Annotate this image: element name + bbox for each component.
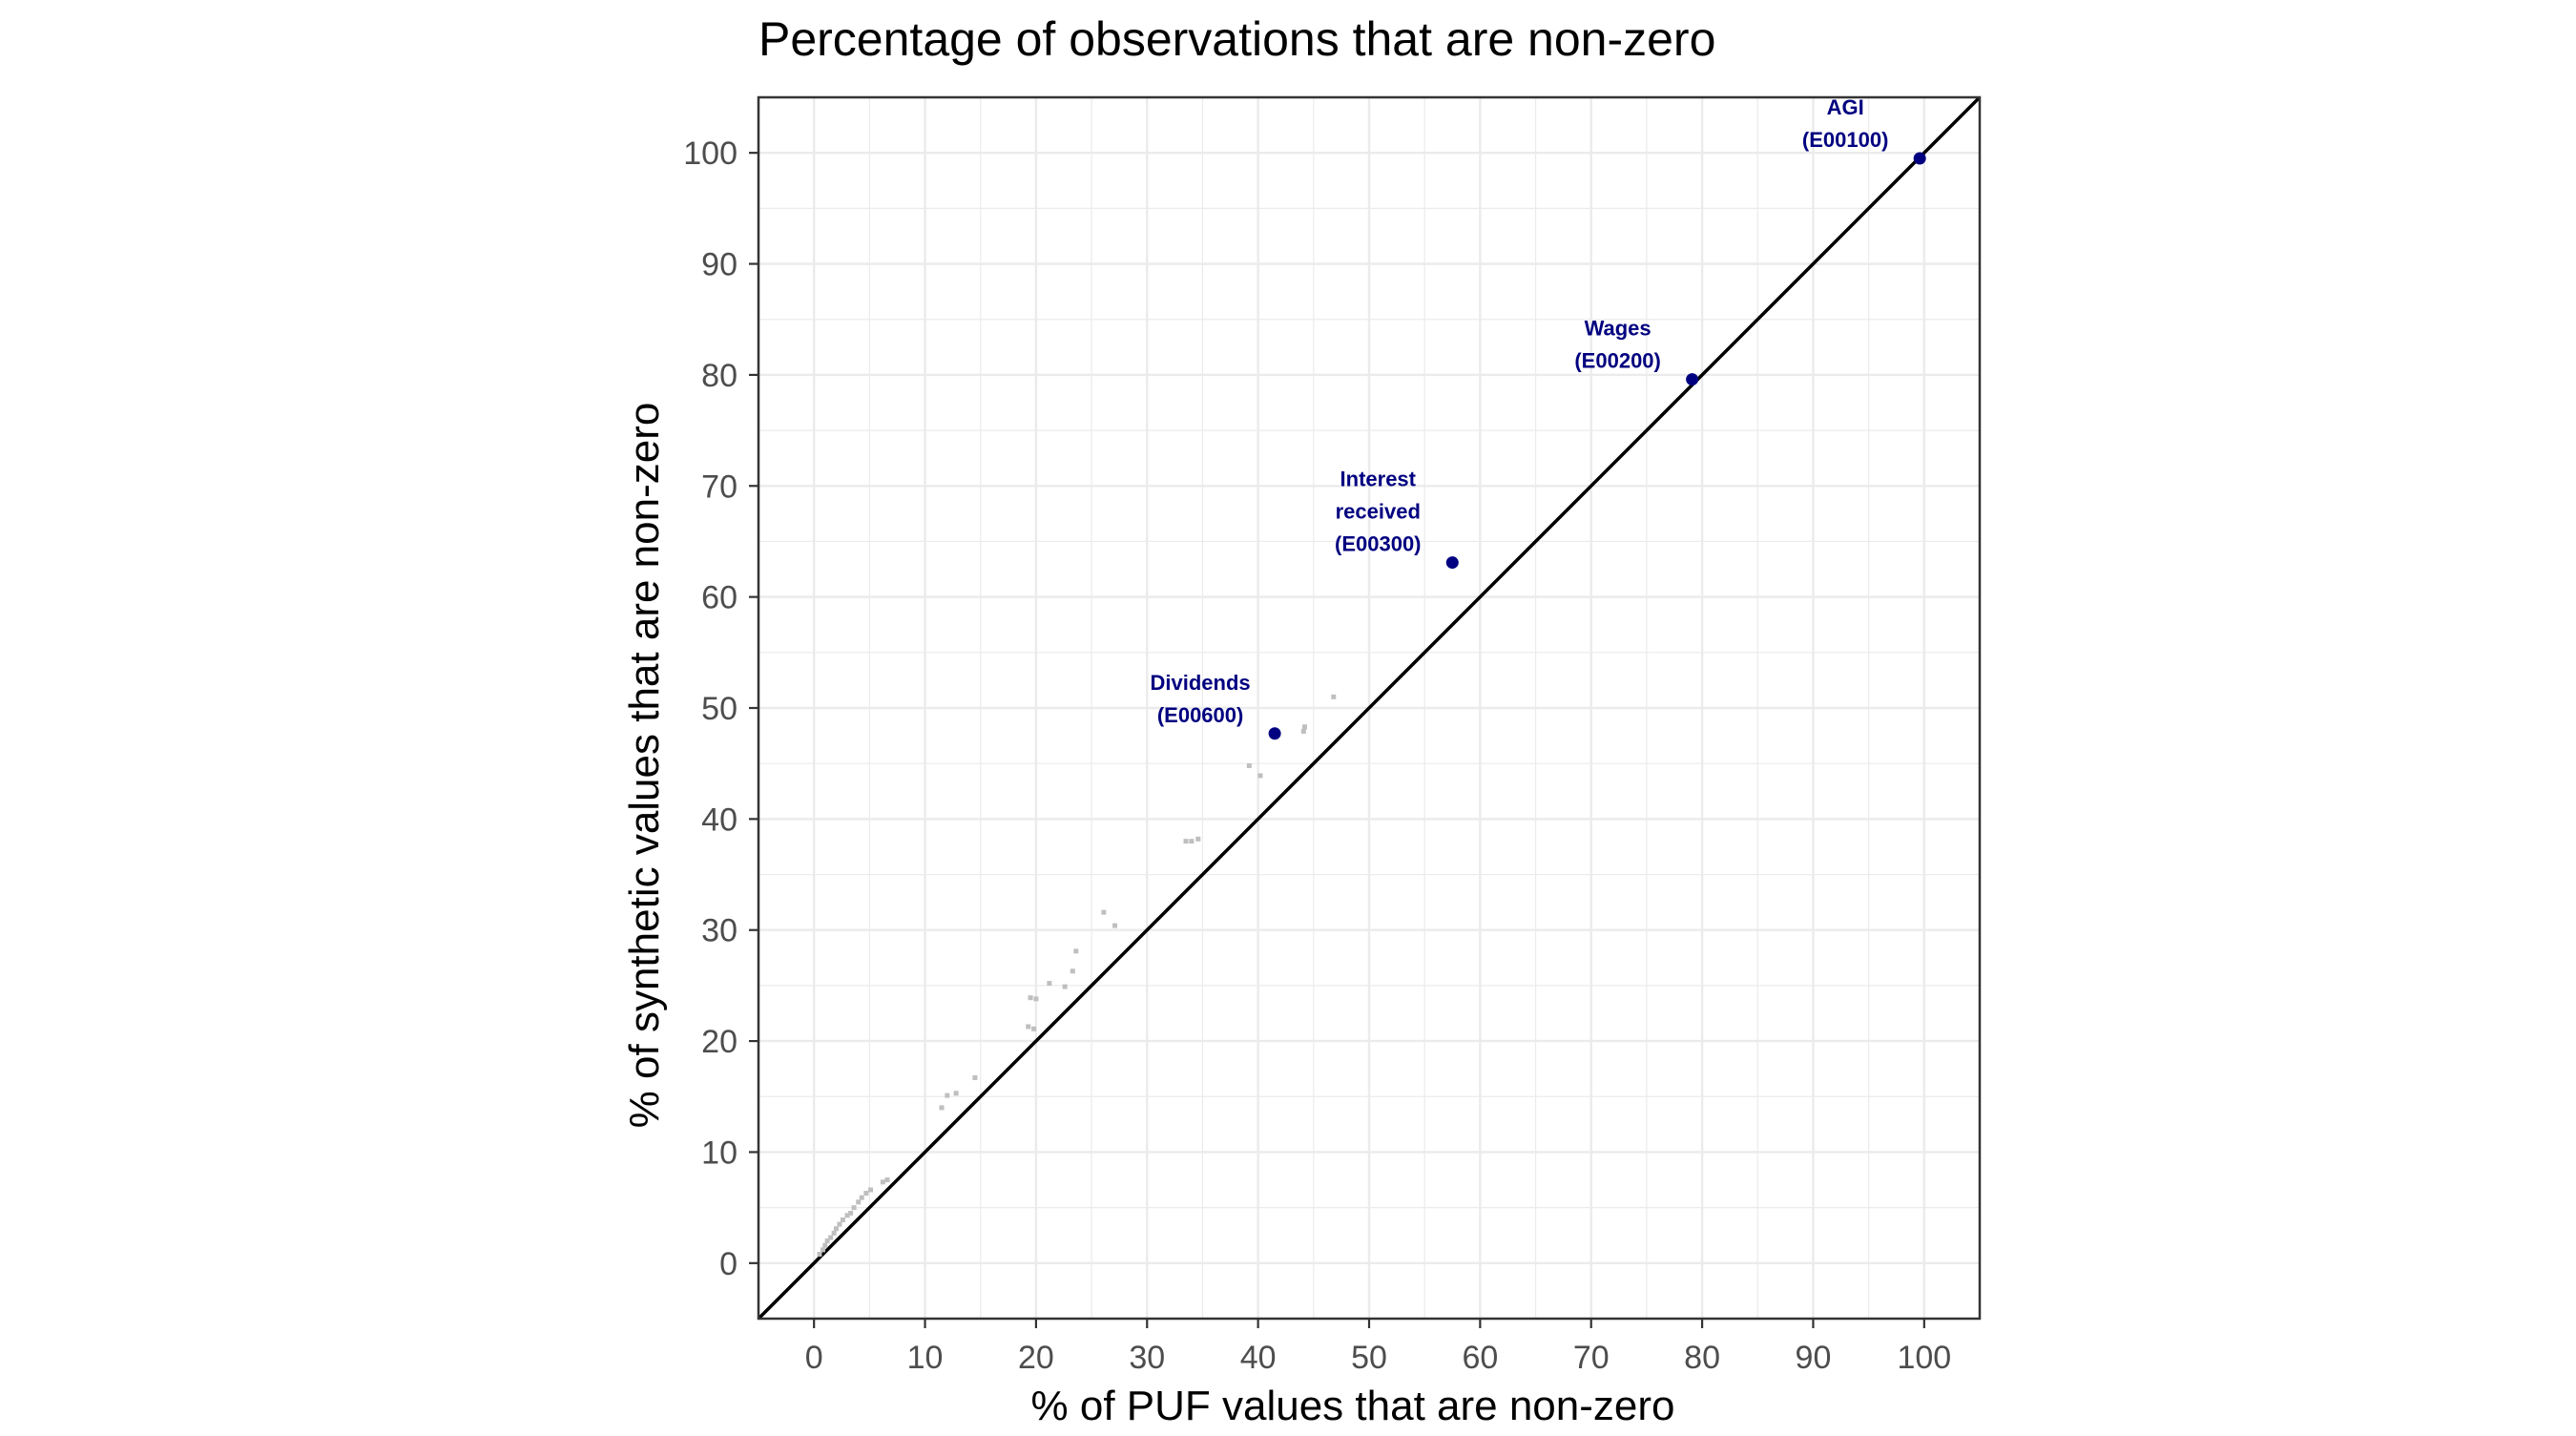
x-tick-label: 40 [1240, 1340, 1277, 1376]
y-tick-label: 20 [701, 1024, 737, 1060]
data-point [1073, 948, 1079, 954]
data-point [851, 1205, 857, 1211]
y-tick-label: 10 [701, 1134, 737, 1171]
data-point [880, 1179, 885, 1185]
annotation-line: (E00200) [1574, 349, 1661, 373]
data-point [863, 1191, 869, 1197]
reference-line-layer [757, 95, 1982, 1321]
data-point [817, 1252, 822, 1258]
data-point [1300, 728, 1306, 734]
annotation-line: (E00600) [1157, 703, 1244, 727]
data-point [844, 1213, 850, 1218]
data-point [1331, 694, 1337, 699]
y-tick-label: 30 [701, 913, 737, 949]
x-axis-label: % of PUF values that are non-zero [1031, 1383, 1675, 1429]
data-point [884, 1177, 890, 1183]
axis-ticks: 0 10 20 30 40 50 60 70 80 90 100 0 10 20 30 40 50 60 70 80 9… [683, 135, 1951, 1376]
chart-title: Percentage of observations that are non-… [758, 12, 1715, 66]
x-tick-label: 60 [1462, 1340, 1498, 1376]
annotation-layer: AGI (E00100) Wages (E00200) Interest received… [1151, 95, 1889, 727]
y-tick-label: 50 [701, 691, 737, 727]
data-point [848, 1210, 854, 1216]
data-point [1028, 995, 1033, 1001]
data-point [822, 1242, 828, 1248]
data-point [1195, 836, 1201, 842]
x-tick-label: 30 [1129, 1340, 1165, 1376]
data-point [1189, 839, 1195, 844]
data-point [868, 1187, 874, 1193]
data-point [1183, 839, 1189, 844]
y-tick-label: 0 [719, 1246, 737, 1282]
point-annotation: Wages (E00200) [1574, 317, 1661, 373]
annotation-line: Wages [1585, 317, 1652, 341]
annotation-line: (E00300) [1335, 532, 1422, 556]
data-point [828, 1235, 834, 1240]
data-point [1026, 1024, 1031, 1030]
data-point [1047, 981, 1052, 987]
data-point [939, 1105, 945, 1111]
points-layer [817, 152, 1926, 1258]
annotation-line: received [1336, 500, 1421, 524]
data-point [1033, 996, 1039, 1002]
data-point [820, 1247, 825, 1253]
data-point [1257, 773, 1263, 779]
y-axis-label: % of synthetic values that are non-zero [621, 403, 668, 1129]
data-point [1031, 1026, 1037, 1031]
annotation-line: AGI [1827, 95, 1864, 119]
data-point [824, 1238, 830, 1244]
data-point [1112, 923, 1118, 928]
annotation-line: Interest [1340, 468, 1417, 491]
y-tick-label: 40 [701, 801, 737, 838]
highlighted-point [1268, 727, 1281, 740]
point-annotation: Dividends (E00600) [1151, 671, 1251, 727]
y-tick-label: 70 [701, 468, 737, 505]
reference-line [757, 95, 1982, 1321]
data-point [1246, 763, 1252, 769]
data-point [1302, 724, 1308, 730]
data-point [856, 1199, 862, 1205]
data-point [831, 1230, 837, 1236]
data-point [945, 1093, 950, 1098]
x-tick-label: 0 [805, 1340, 823, 1376]
data-point [833, 1226, 839, 1232]
x-tick-label: 80 [1684, 1340, 1720, 1376]
annotation-line: (E00100) [1802, 128, 1889, 152]
data-point [1101, 909, 1107, 915]
x-tick-label: 90 [1796, 1340, 1832, 1376]
data-point [859, 1195, 864, 1200]
point-annotation: AGI (E00100) [1802, 95, 1889, 152]
x-tick-label: 70 [1573, 1340, 1610, 1376]
highlighted-point [1913, 152, 1926, 165]
y-tick-label: 80 [701, 358, 737, 394]
x-tick-label: 20 [1018, 1340, 1054, 1376]
x-tick-label: 10 [907, 1340, 944, 1376]
y-tick-label: 90 [701, 247, 737, 283]
annotation-line: Dividends [1151, 671, 1251, 695]
data-point [1062, 984, 1068, 989]
data-point [837, 1221, 842, 1227]
x-tick-label: 50 [1351, 1340, 1387, 1376]
y-tick-label: 60 [701, 580, 737, 616]
data-point [1070, 968, 1075, 974]
data-point [972, 1074, 978, 1080]
data-point [953, 1091, 959, 1096]
x-tick-label: 100 [1897, 1340, 1951, 1376]
highlighted-point [1445, 556, 1459, 570]
data-point [840, 1217, 845, 1222]
highlighted-point [1686, 373, 1699, 386]
y-tick-label: 100 [683, 135, 737, 172]
point-annotation: Interest received (E00300) [1335, 468, 1422, 556]
